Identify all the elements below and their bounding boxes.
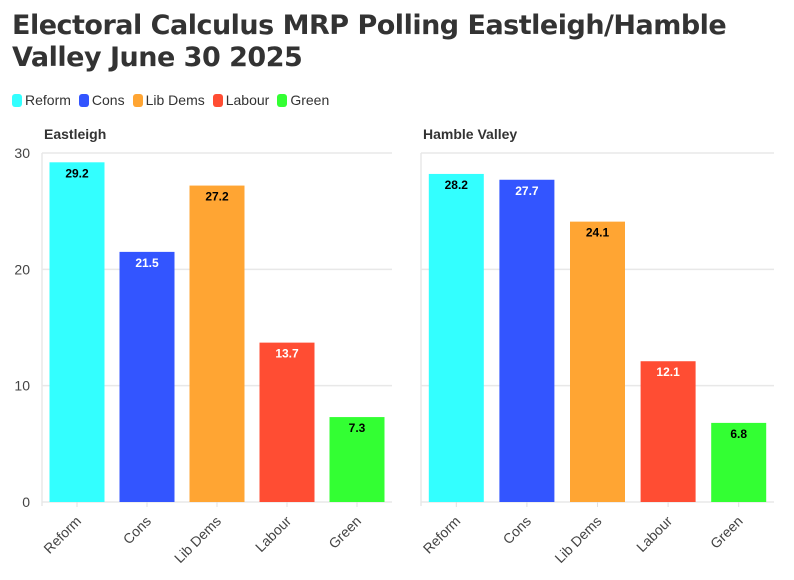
legend-item-green[interactable]: Green: [277, 92, 329, 108]
bar-green: [329, 417, 385, 502]
legend-label: Labour: [225, 92, 270, 108]
bar-reform: [428, 173, 484, 502]
data-label: 27.7: [515, 184, 539, 198]
bar-labour: [259, 342, 315, 502]
x-tick-label: Cons: [500, 513, 534, 547]
x-tick-label: Labour: [633, 513, 675, 555]
legend-swatch: [277, 93, 288, 107]
x-tick-label: Reform: [420, 513, 464, 557]
legend-item-lib-dems[interactable]: Lib Dems: [132, 92, 205, 108]
panel-title: Hamble Valley: [423, 126, 517, 142]
data-label: 27.2: [205, 190, 229, 204]
bar-reform: [49, 162, 105, 502]
bar-lib-dems: [570, 221, 625, 503]
legend-label: Green: [290, 92, 330, 108]
legend: Reform Cons Lib Dems Labour Green: [12, 92, 329, 108]
data-label: 6.8: [730, 427, 747, 441]
data-label: 29.2: [65, 166, 89, 180]
x-tick-label: Green: [707, 513, 746, 552]
legend-swatch: [12, 93, 22, 107]
x-tick-label: Lib Dems: [171, 513, 224, 566]
x-tick-label: Cons: [120, 513, 154, 547]
legend-item-reform[interactable]: Reform: [12, 92, 71, 108]
x-tick-label: Labour: [252, 513, 294, 555]
bar-cons: [119, 251, 175, 502]
legend-item-cons[interactable]: Cons: [78, 92, 125, 108]
bar-lib-dems: [189, 185, 245, 502]
y-tick-label: 30: [14, 145, 30, 161]
data-label: 28.2: [445, 178, 469, 192]
legend-swatch: [132, 93, 143, 107]
bar-labour: [640, 361, 696, 502]
legend-swatch: [78, 93, 89, 107]
panel-title: Eastleigh: [44, 126, 106, 142]
x-tick-label: Lib Dems: [551, 513, 604, 566]
bar-cons: [499, 179, 555, 503]
y-tick-label: 20: [14, 261, 30, 277]
data-label: 21.5: [135, 256, 159, 270]
legend-label: Cons: [91, 92, 125, 108]
data-label: 12.1: [656, 365, 680, 379]
chart-title: Electoral Calculus MRP Polling Eastleigh…: [12, 10, 727, 73]
legend-swatch: [212, 93, 223, 107]
legend-item-labour[interactable]: Labour: [212, 92, 270, 108]
data-label: 7.3: [349, 421, 366, 435]
x-tick-label: Green: [325, 513, 364, 552]
bar-green: [711, 422, 767, 502]
y-tick-label: 10: [14, 378, 30, 394]
x-tick-label: Reform: [40, 513, 84, 557]
legend-label: Reform: [25, 92, 71, 108]
data-label: 24.1: [586, 226, 610, 240]
legend-label: Lib Dems: [145, 92, 205, 108]
y-tick-label: 0: [22, 494, 30, 510]
data-label: 13.7: [275, 347, 299, 361]
